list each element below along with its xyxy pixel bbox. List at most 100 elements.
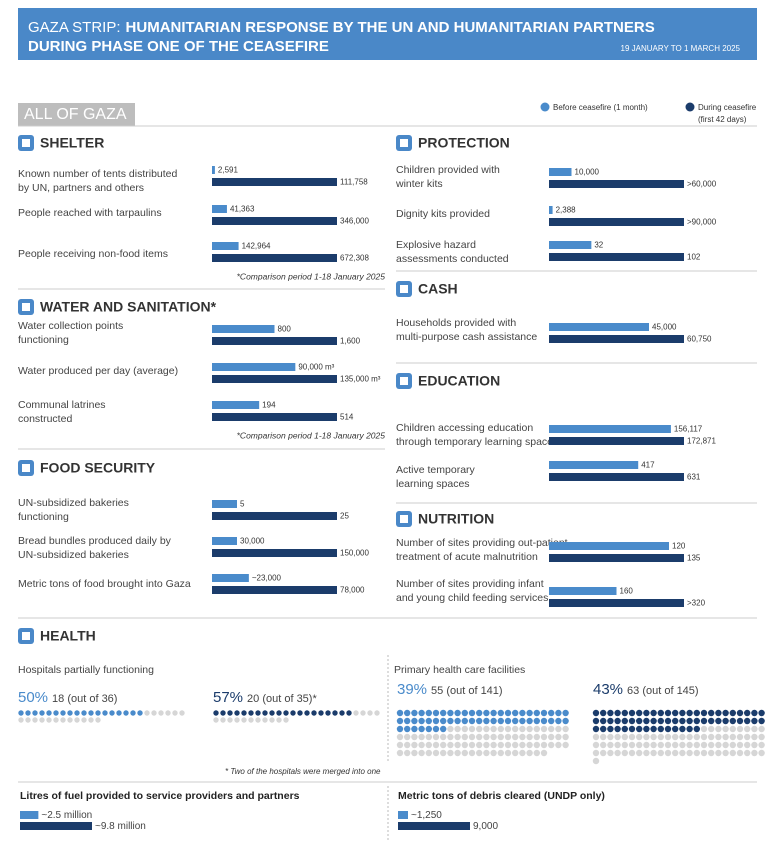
dot-empty [672,741,679,749]
dot-empty [700,749,708,757]
bar-before [398,811,408,819]
bar-before [212,166,215,174]
dot-filled [657,717,664,725]
group-label: Hospitals partially functioning [18,664,154,676]
value-label: 800 [278,325,292,334]
dot-empty [95,717,101,723]
dot-empty [548,733,555,741]
dot-filled [657,709,664,717]
period: 19 JANUARY TO 1 MARCH 2025 [621,44,741,53]
dot-filled [404,717,411,725]
dot-filled [693,725,700,733]
dot-filled [227,710,233,716]
dot-empty [512,741,519,749]
dot-empty [447,749,454,757]
dot-empty [592,757,600,765]
bar-during [549,599,684,607]
dot-empty [497,749,504,757]
dot-empty [628,741,636,749]
dot-empty [555,725,562,733]
dot-filled [657,725,664,733]
dot-empty [722,725,729,733]
dot-empty [758,725,765,733]
dot-empty [708,725,715,733]
value-label: 60,750 [687,335,712,344]
dot-empty [519,741,526,749]
dot-filled [628,709,636,717]
value-label: 78,000 [340,586,365,595]
item-label: multi-purpose cash assistance [396,331,537,343]
dot-empty [722,733,729,741]
dot-filled [88,710,94,716]
dot-filled [722,717,729,725]
dot-empty [693,741,700,749]
bar-before [549,587,617,595]
dot-filled [607,717,614,725]
dot-empty [650,733,657,741]
dot-filled [686,717,693,725]
value-label: ~1,250 [411,810,442,821]
dot-empty [396,749,404,757]
dot-filled [490,709,497,717]
section-title: PROTECTION [418,135,510,151]
bar-during [20,822,92,830]
dot-filled [744,709,751,717]
dot-filled [411,717,418,725]
dot-filled [304,710,310,716]
value-label: 150,000 [340,549,369,558]
dot-filled [109,710,115,716]
section-title: HEALTH [40,628,96,644]
title-region: GAZA STRIP: [28,19,121,36]
dot-filled [418,725,425,733]
item-label: Households provided with [396,317,516,329]
dot-filled [440,725,447,733]
dot-empty [600,733,607,741]
dot-empty [512,725,519,733]
dot-filled [540,717,548,725]
dot-filled [600,725,607,733]
dot-empty [679,749,686,757]
bar-during [212,217,337,225]
item-label: functioning [18,334,69,346]
item-label: Bread bundles produced daily by [18,535,172,547]
dot-empty [490,733,497,741]
dot-empty [592,749,600,757]
dot-filled [440,717,447,725]
dot-filled [686,725,693,733]
dot-empty [729,749,736,757]
dot-empty [425,733,432,741]
dot-filled [418,717,425,725]
dot-filled [81,710,87,716]
dot-empty [614,749,621,757]
dot-empty [165,710,171,716]
dot-filled [396,725,404,733]
bar-during [212,178,337,186]
dot-filled [269,710,275,716]
dot-empty [628,749,636,757]
section-icon [22,464,30,472]
dot-empty [504,741,512,749]
dot-empty [526,733,533,741]
dot-empty [447,741,454,749]
dot-filled [220,710,226,716]
dot-filled [461,709,468,717]
dot-empty [758,733,765,741]
legend-label: During ceasefire [698,103,757,112]
bar-before [549,168,572,176]
dot-filled [213,710,219,716]
count: 63 (out of 145) [627,685,699,697]
dot-empty [614,741,621,749]
dot-empty [751,749,758,757]
dot-filled [425,717,432,725]
bar-during [212,413,337,421]
item-label: Children accessing education [396,422,533,434]
section-icon [400,377,408,385]
value-label: 417 [641,461,655,470]
dot-filled [116,710,122,716]
dot-filled [490,717,497,725]
dot-filled [679,725,686,733]
dot-filled [95,710,101,716]
dot-filled [664,717,672,725]
dot-empty [468,733,476,741]
dot-empty [519,749,526,757]
